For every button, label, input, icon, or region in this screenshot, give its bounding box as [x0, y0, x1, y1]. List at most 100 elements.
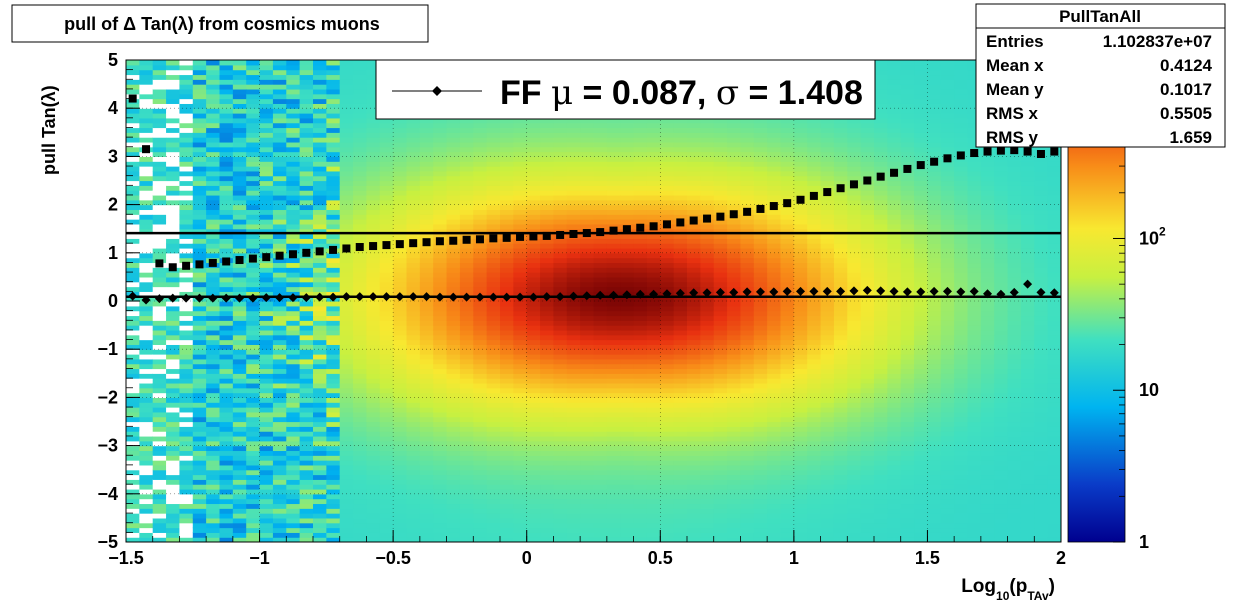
heatmap-cell — [219, 103, 234, 109]
heatmap-cell — [192, 238, 207, 244]
heatmap-cell — [419, 117, 434, 124]
heatmap-cell — [179, 402, 194, 408]
heatmap-cell — [753, 199, 768, 206]
heatmap-cell — [246, 223, 261, 230]
heatmap-cell — [767, 339, 782, 345]
heatmap-cell — [713, 175, 728, 182]
heatmap-cell — [646, 252, 661, 259]
heatmap-cell — [272, 122, 287, 129]
heatmap-cell — [339, 310, 354, 317]
heatmap-cell — [353, 513, 368, 519]
heatmap-cell — [272, 281, 287, 288]
heatmap-cell — [272, 363, 287, 370]
heatmap-cell — [366, 498, 381, 505]
heatmap-cell — [660, 141, 675, 148]
heatmap-cell — [459, 305, 474, 312]
heatmap-cell — [219, 219, 234, 225]
heatmap-cell — [166, 445, 181, 452]
heatmap-cell — [192, 421, 207, 427]
heatmap-cell — [152, 137, 167, 143]
heatmap-cell — [166, 407, 181, 413]
heatmap-cell — [673, 156, 688, 162]
heatmap-cell — [232, 402, 247, 408]
heatmap-cell — [580, 141, 595, 148]
heatmap-cell — [339, 517, 354, 524]
heatmap-cell — [353, 214, 368, 220]
heatmap-cell — [419, 151, 434, 157]
heatmap-cell — [500, 402, 514, 408]
heatmap-cell — [379, 228, 394, 235]
heatmap-cell — [713, 247, 728, 254]
heatmap-cell — [753, 435, 768, 442]
heatmap-cell — [246, 460, 261, 466]
heatmap-cell — [446, 117, 461, 124]
heatmap-cell — [286, 431, 301, 437]
heatmap-cell — [406, 156, 421, 162]
heatmap-cell — [272, 513, 287, 519]
heatmap-cell — [606, 199, 621, 206]
heatmap-cell — [633, 214, 648, 220]
heatmap-cell — [660, 252, 675, 259]
heatmap-cell — [713, 281, 728, 288]
heatmap-cell — [326, 233, 341, 239]
heatmap-cell — [219, 508, 234, 514]
heatmap-cell — [232, 334, 247, 341]
heatmap-cell — [526, 382, 541, 389]
heatmap-cell — [753, 117, 768, 124]
heatmap-cell — [620, 329, 635, 336]
title-box — [11, 4, 429, 43]
heatmap-cell — [192, 334, 207, 341]
heatmap-cell — [593, 421, 608, 427]
heatmap-cell — [259, 334, 274, 341]
heatmap-cell — [780, 137, 795, 143]
heatmap-cell — [433, 522, 448, 529]
heatmap-cell — [406, 252, 421, 259]
heatmap-cell — [179, 74, 194, 80]
heatmap-cell — [620, 257, 635, 264]
heatmap-cell — [393, 484, 408, 490]
heatmap-cell — [152, 103, 167, 109]
heatmap-cell — [473, 228, 488, 235]
heatmap-cell — [179, 185, 194, 191]
heatmap-cell — [606, 137, 621, 143]
heatmap-cell — [620, 325, 635, 331]
heatmap-cell — [259, 74, 274, 80]
heatmap-cell — [606, 276, 621, 283]
heatmap-cell — [486, 132, 501, 138]
heatmap-cell — [700, 411, 715, 418]
heatmap-cell — [192, 166, 207, 172]
heatmap-cell — [139, 113, 154, 119]
heatmap-cell — [366, 358, 381, 365]
heatmap-cell — [486, 503, 501, 509]
heatmap-cell — [259, 166, 274, 172]
heatmap-cell — [687, 344, 701, 350]
heatmap-cell — [232, 267, 247, 273]
heatmap-cell — [673, 320, 688, 326]
heatmap-cell — [740, 407, 755, 413]
heatmap-cell — [446, 243, 461, 249]
heatmap-cell — [593, 262, 608, 268]
heatmap-cell — [393, 267, 408, 273]
heatmap-cell — [646, 527, 661, 533]
heatmap-cell — [486, 334, 501, 341]
heatmap-cell — [406, 392, 421, 398]
heatmap-cell — [286, 228, 301, 235]
heatmap-cell — [740, 488, 755, 495]
heatmap-cell — [500, 166, 514, 172]
heatmap-cell — [433, 537, 448, 542]
heatmap-cell — [687, 354, 701, 360]
heatmap-cell — [593, 223, 608, 230]
heatmap-cell — [313, 166, 327, 172]
heatmap-cell — [740, 137, 755, 143]
heatmap-cell — [687, 247, 701, 254]
heatmap-cell — [326, 373, 341, 379]
heatmap-cell — [139, 358, 154, 365]
heatmap-cell — [366, 464, 381, 471]
heatmap-cell — [566, 209, 581, 215]
heatmap-cell — [433, 363, 448, 370]
heatmap-cell — [673, 252, 688, 259]
heatmap-cell — [166, 84, 181, 90]
heatmap-cell — [206, 339, 221, 345]
heatmap-cell — [339, 320, 354, 326]
heatmap-cell — [687, 527, 701, 533]
